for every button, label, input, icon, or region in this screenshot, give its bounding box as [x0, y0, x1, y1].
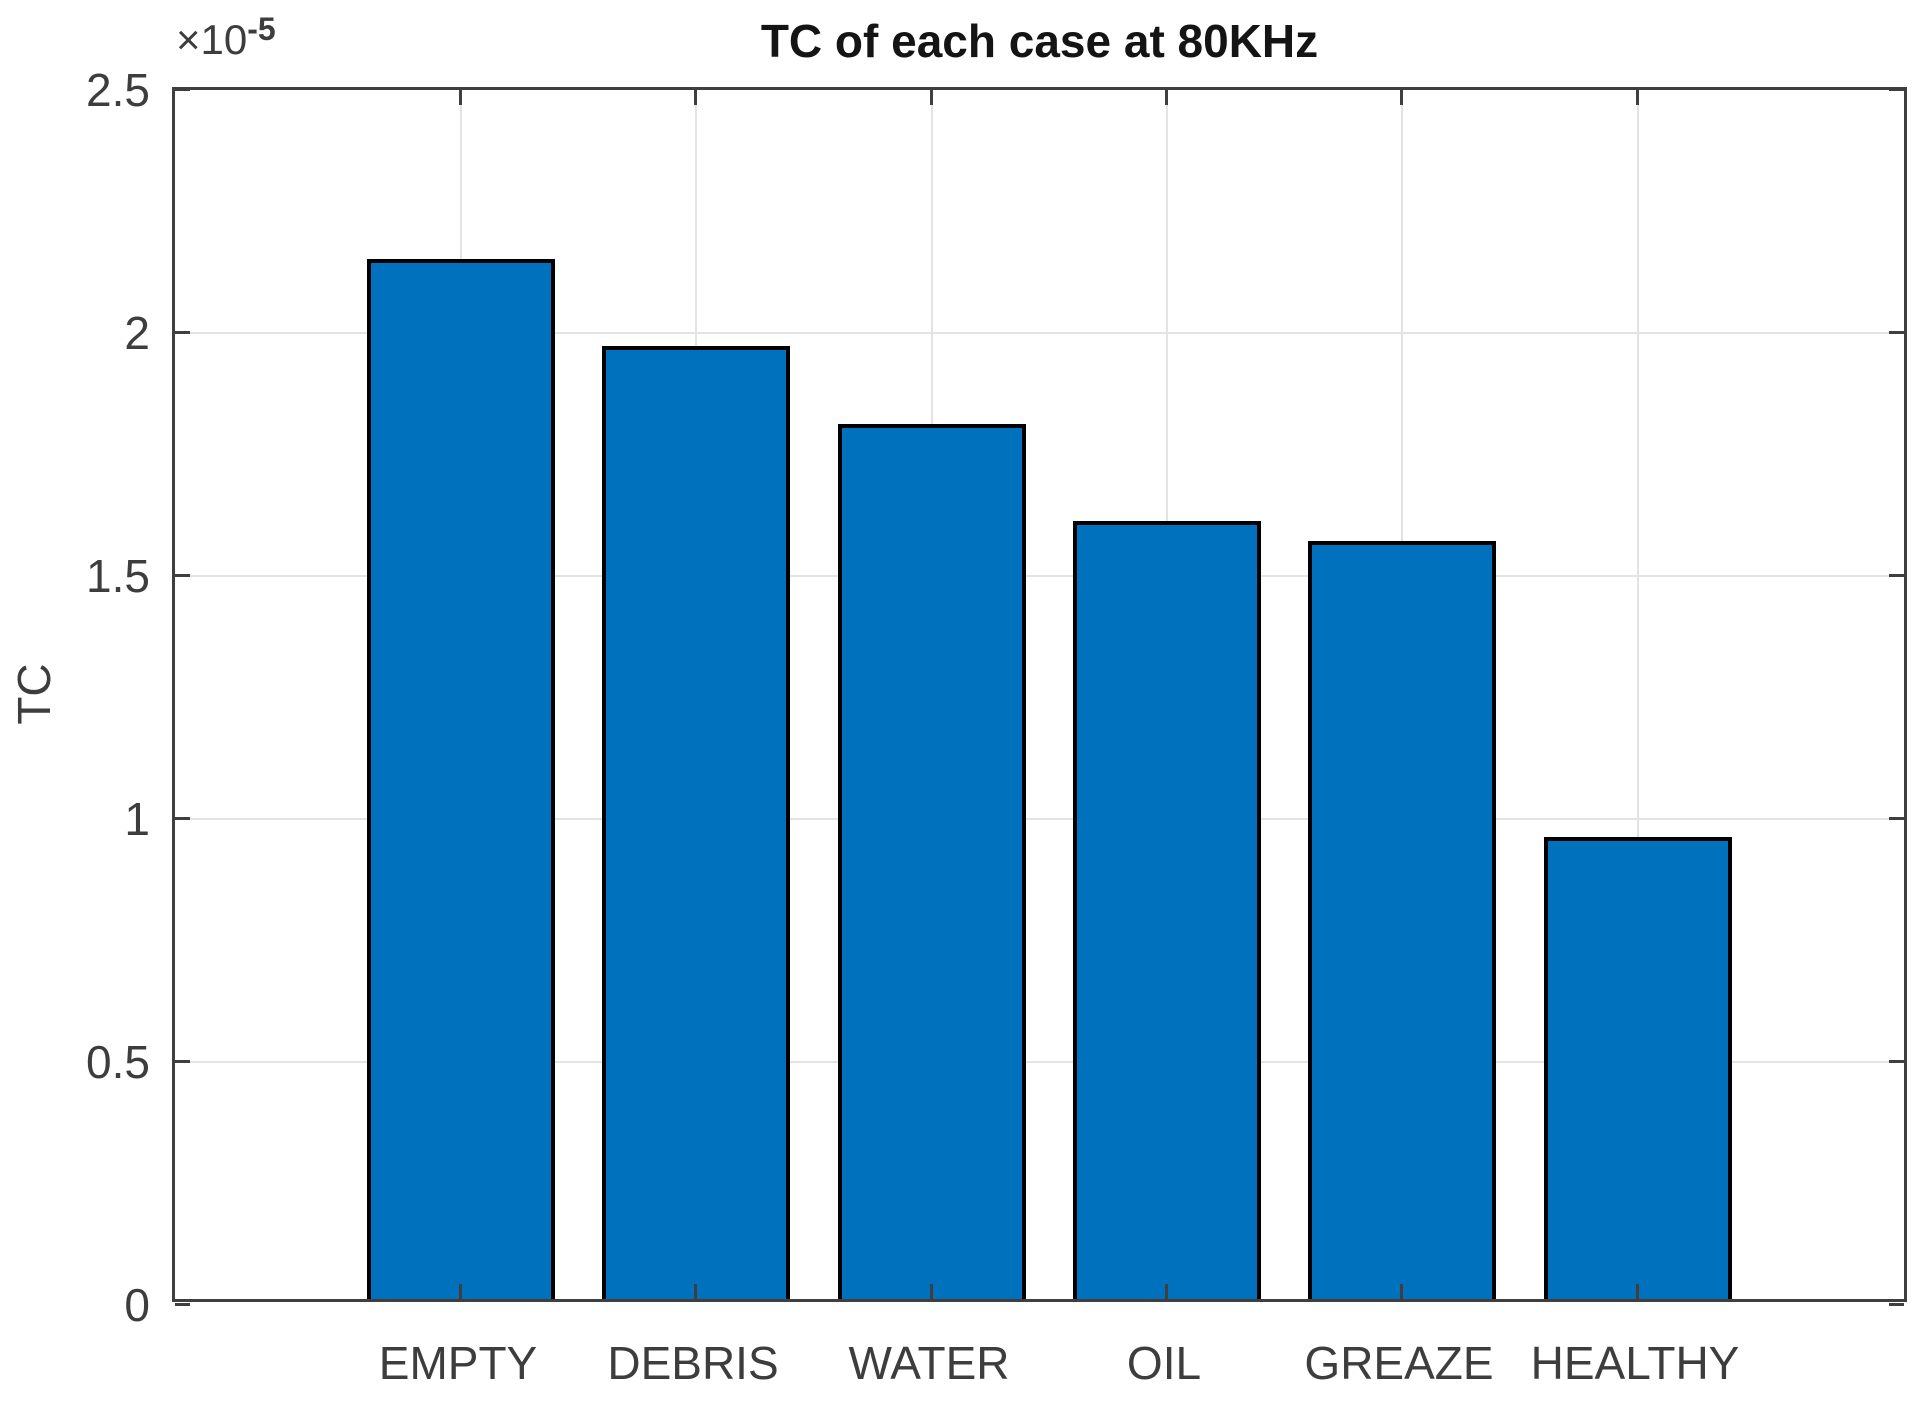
y-axis-tick [1889, 574, 1904, 577]
y-tick-label: 2 [124, 307, 150, 359]
bar [838, 424, 1026, 1299]
vertical-gridline [1637, 90, 1639, 1299]
bar [1073, 521, 1261, 1299]
horizontal-gridline [175, 332, 1904, 334]
bar [367, 259, 555, 1299]
y-axis-tick [1889, 1060, 1904, 1063]
x-axis-tick [1636, 90, 1639, 105]
chart-title: TC of each case at 80KHz [760, 15, 1319, 67]
y-axis-tick [1889, 331, 1904, 334]
y-axis-multiplier-exponent: -5 [247, 11, 276, 47]
x-tick-label: HEALTHY [1530, 1337, 1740, 1389]
y-axis-tick [175, 1303, 190, 1306]
y-axis-tick [1889, 817, 1904, 820]
x-axis-tick [459, 1284, 462, 1299]
y-axis-multiplier: ×10-5 [176, 11, 276, 64]
y-axis-tick [175, 817, 190, 820]
x-axis-tick [1165, 1284, 1168, 1299]
y-axis-tick [1889, 88, 1904, 91]
y-tick-label: 0 [124, 1279, 150, 1331]
x-axis-tick [694, 90, 697, 105]
y-axis-tick [175, 88, 190, 91]
bar [1308, 541, 1496, 1299]
x-axis-tick [1400, 90, 1403, 105]
x-tick-label: OIL [1126, 1337, 1202, 1389]
x-axis-tick [694, 1284, 697, 1299]
horizontal-gridline [175, 818, 1904, 820]
horizontal-gridline [175, 575, 1904, 577]
plot-area [172, 87, 1907, 1306]
y-axis-multiplier-base: ×10 [176, 16, 248, 63]
x-tick-label: DEBRIS [607, 1337, 779, 1389]
y-axis-tick [175, 1060, 190, 1063]
horizontal-gridline [175, 1061, 1904, 1063]
y-tick-label: 1 [124, 793, 150, 845]
x-tick-label: GREAZE [1304, 1337, 1494, 1389]
bar [1544, 837, 1732, 1299]
x-axis-tick [930, 1284, 933, 1299]
y-tick-label: 1.5 [86, 550, 150, 602]
y-axis-tick [175, 331, 190, 334]
bar [602, 346, 790, 1299]
y-tick-label: 2.5 [86, 64, 150, 116]
x-tick-label: WATER [848, 1337, 1010, 1389]
y-axis-label: TC [8, 663, 60, 725]
y-axis-tick [175, 574, 190, 577]
x-axis-tick [459, 90, 462, 105]
x-tick-label: EMPTY [378, 1337, 538, 1389]
x-axis-tick [1165, 90, 1168, 105]
y-axis-tick [1889, 1303, 1904, 1306]
x-axis-tick [930, 90, 933, 105]
x-axis-tick [1400, 1284, 1403, 1299]
x-axis-tick [1636, 1284, 1639, 1299]
y-tick-label: 0.5 [86, 1036, 150, 1088]
